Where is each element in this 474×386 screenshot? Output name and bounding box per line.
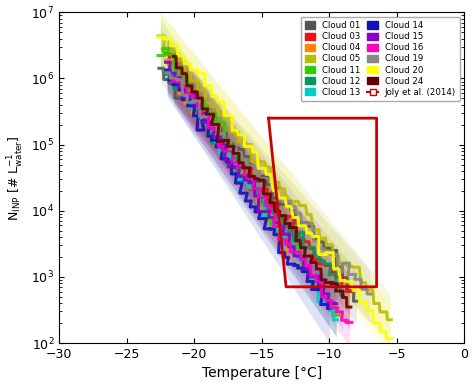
X-axis label: Temperature [°C]: Temperature [°C] <box>201 366 322 381</box>
Y-axis label: N$_{\mathregular{INP}}$ [# L$_{\mathregular{water}}^{\mathregular{-1}}$]: N$_{\mathregular{INP}}$ [# L$_{\mathregu… <box>6 135 26 220</box>
Legend: Cloud 01, Cloud 03, Cloud 04, Cloud 05, Cloud 11, Cloud 12, Cloud 13, Cloud 14, : Cloud 01, Cloud 03, Cloud 04, Cloud 05, … <box>301 17 460 101</box>
